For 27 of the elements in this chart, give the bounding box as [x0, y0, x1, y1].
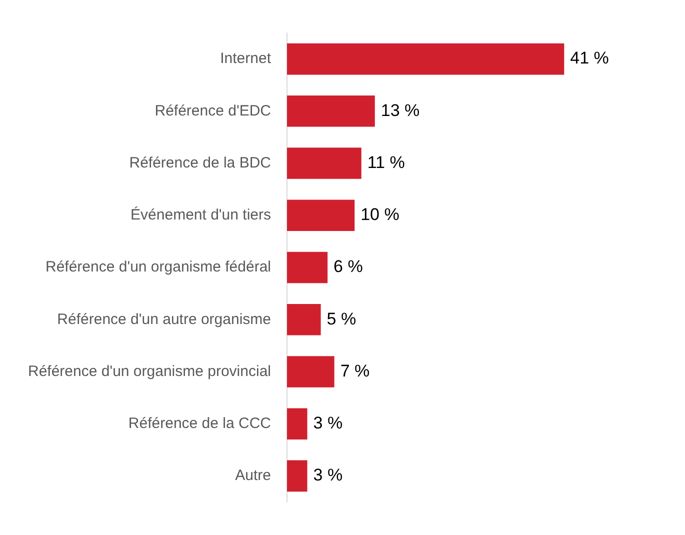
- data-label: 10 %: [360, 205, 400, 224]
- data-label: 3 %: [313, 466, 343, 485]
- y-tick-label: Référence d'un autre organisme: [57, 310, 271, 328]
- bar: [286, 252, 328, 284]
- bar: [286, 304, 321, 336]
- data-label: 11 %: [367, 152, 405, 172]
- y-tick-label: Autre: [235, 467, 271, 484]
- bar: [286, 408, 308, 440]
- y-tick-label: Référence d'un organisme provincial: [28, 362, 271, 380]
- data-label: 41 %: [570, 48, 609, 68]
- bar: [286, 96, 375, 127]
- y-tick-label: Référence d'un organisme fédéral: [45, 258, 271, 276]
- bar: [286, 200, 355, 232]
- y-tick-label: Événement d'un tiers: [130, 206, 271, 224]
- bar: [286, 43, 564, 75]
- bar: [286, 148, 362, 179]
- data-label: 13 %: [380, 100, 420, 120]
- y-tick-label: Référence d'EDC: [154, 102, 272, 120]
- data-label: 7 %: [340, 361, 370, 380]
- y-tick-label: Référence de la CCC: [128, 414, 272, 432]
- data-label: 3 %: [313, 414, 343, 433]
- data-label: 6 %: [334, 257, 363, 276]
- y-tick-label: Référence de la BDC: [129, 154, 272, 172]
- data-label: 5 %: [326, 309, 356, 328]
- bar: [286, 356, 334, 388]
- y-tick-label: Internet: [220, 50, 272, 68]
- bar: [286, 460, 308, 492]
